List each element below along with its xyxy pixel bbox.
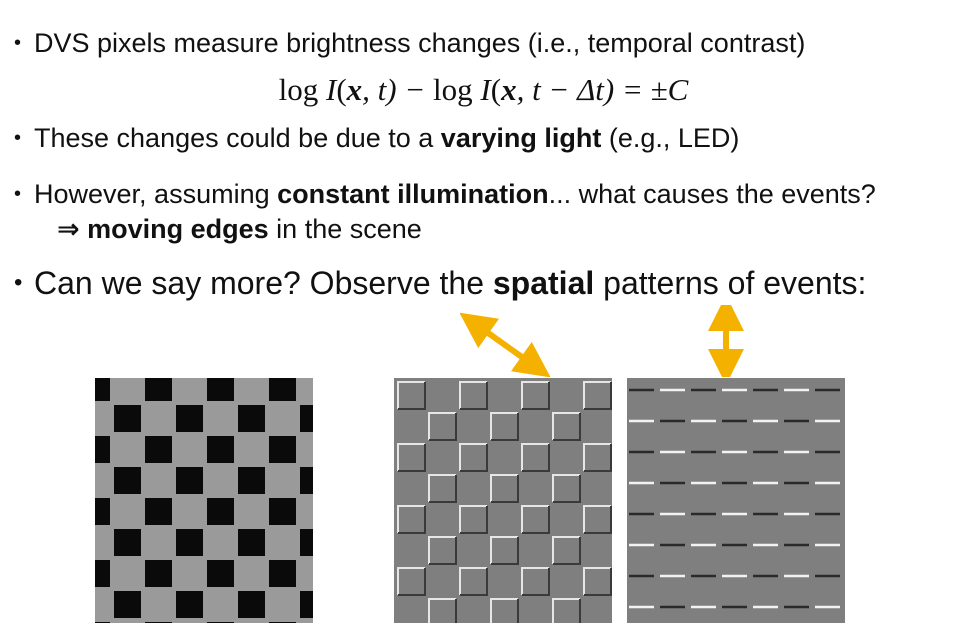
eq-intensity: I — [326, 72, 337, 107]
eq-position: x — [501, 72, 517, 107]
bullet-dot: • — [14, 269, 23, 296]
bullet-text: However, assuming — [34, 179, 278, 209]
motion-arrows — [460, 305, 744, 377]
bullet-text: ... what causes the events? — [548, 179, 876, 209]
bullet-spatial-patterns: • Can we say more? Observe the spatial pa… — [14, 263, 866, 303]
eq-time-shift: , t − Δt) = ± — [516, 72, 668, 107]
eq-log: log — [433, 72, 473, 107]
bullet-text: These changes could be due to a — [34, 123, 441, 153]
diagonal-arrow-icon — [460, 312, 551, 377]
bullet-dot: • — [14, 183, 22, 205]
equation-temporal-contrast: log I(x, t) − log I(x, t − Δt) = ±C — [0, 71, 967, 109]
bullet-varying-light: • These changes could be due to a varying… — [14, 121, 739, 155]
eq-paren: ( — [336, 72, 347, 107]
eq-log: log — [278, 72, 319, 107]
bullet-constant-illumination: • However, assuming constant illumination… — [14, 177, 876, 211]
bullet-text: DVS pixels measure brightness changes (i… — [34, 28, 806, 58]
bullet-text: patterns of events: — [594, 265, 867, 301]
bullet-bold: constant illumination — [277, 179, 549, 209]
eq-position: x — [346, 72, 363, 107]
bullet-brightness-changes: • DVS pixels measure brightness changes (… — [14, 26, 805, 60]
eq-threshold: C — [667, 72, 689, 107]
bullet-dot: • — [14, 127, 22, 149]
events-vertical-motion-image — [627, 378, 845, 623]
eq-intensity: I — [480, 72, 491, 107]
bullet-text: Can we say more? Observe the — [34, 265, 493, 301]
bullet-bold: varying light — [440, 123, 602, 153]
bullet-bold: spatial — [492, 265, 595, 301]
bullet-text: (e.g., LED) — [601, 123, 740, 153]
sub-bullet-moving-edges: ⇒ moving edges in the scene — [57, 212, 422, 246]
bullet-bold: moving edges — [87, 214, 269, 244]
eq-time: , t) − — [362, 72, 434, 107]
eq-paren: ( — [490, 72, 502, 107]
implies-arrow: ⇒ — [57, 214, 88, 244]
checkerboard-image — [95, 378, 313, 623]
bullet-dot: • — [14, 32, 22, 54]
events-diagonal-motion-image — [394, 378, 612, 623]
bullet-text: in the scene — [268, 214, 422, 244]
